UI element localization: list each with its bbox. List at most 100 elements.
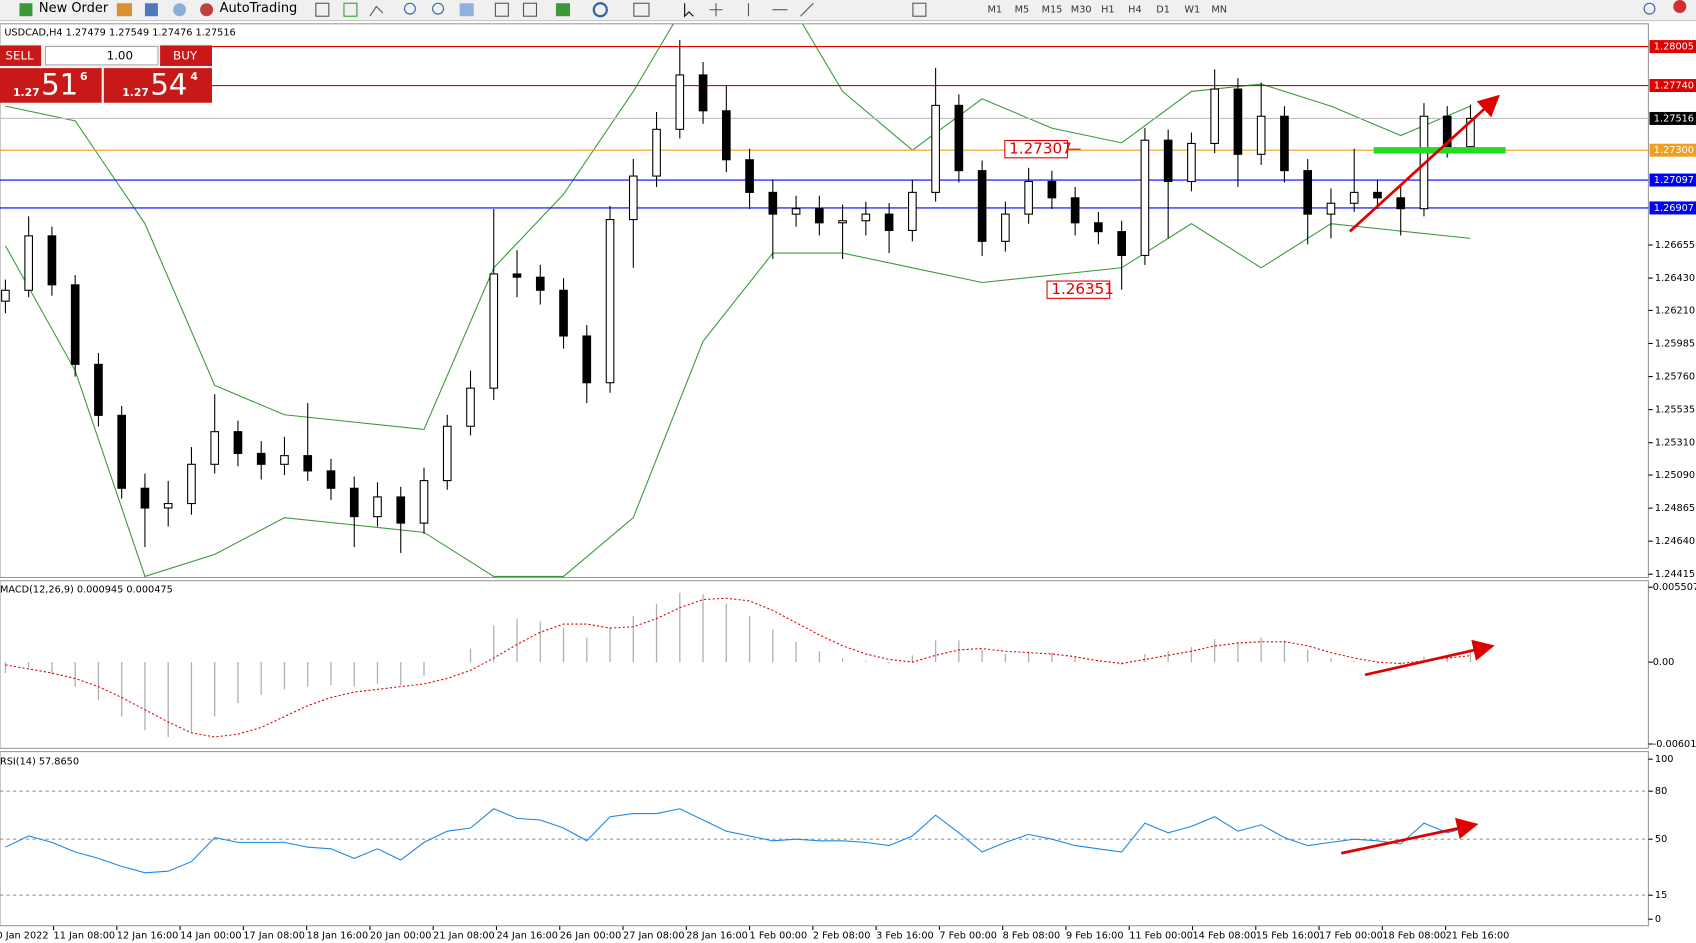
- candle-body: [1187, 142, 1196, 183]
- candle-body: [1024, 180, 1033, 215]
- icon[interactable]: [684, 3, 694, 18]
- candle-body: [419, 480, 429, 524]
- candle-body: [884, 213, 894, 231]
- price-level-label: 1.28005: [1654, 42, 1694, 53]
- icon[interactable]: [555, 3, 571, 17]
- candle-body: [70, 284, 80, 365]
- timeframe-button[interactable]: D1: [1156, 5, 1170, 16]
- y-tick-label: 1.26430: [1655, 273, 1695, 284]
- price-level-label: 1.27300: [1654, 145, 1694, 156]
- search-icon[interactable]: [1643, 2, 1656, 15]
- icon: [200, 3, 214, 17]
- candle-body: [908, 191, 917, 231]
- ask-box[interactable]: [103, 68, 212, 103]
- candle-body: [931, 104, 940, 193]
- x-tick-label: 21 Jan 08:00: [433, 930, 495, 941]
- candle-body: [628, 175, 638, 221]
- icon[interactable]: [522, 2, 538, 17]
- x-tick-label: 14 Feb 08:00: [1193, 930, 1257, 941]
- icon[interactable]: [494, 2, 509, 17]
- candle-body: [535, 276, 545, 291]
- candle-body: [396, 496, 406, 524]
- auto-trading-button[interactable]: AutoTrading: [200, 1, 298, 17]
- y-tick-label: 1.26655: [1655, 240, 1695, 251]
- candle-body: [140, 487, 150, 509]
- timeframe-button[interactable]: W1: [1184, 5, 1200, 16]
- candle-body: [1047, 180, 1057, 199]
- icon[interactable]: [592, 2, 608, 18]
- price-annotation-box: [1046, 280, 1111, 299]
- icon[interactable]: [343, 2, 358, 17]
- chart-panel: [0, 23, 1649, 579]
- button-label: AutoTrading: [220, 1, 298, 16]
- candle-body: [256, 452, 266, 465]
- price-level-label: 1.26907: [1654, 203, 1694, 214]
- buy-button[interactable]: [160, 45, 212, 66]
- icon[interactable]: [144, 3, 158, 17]
- sell-label: SELL: [5, 49, 34, 63]
- icon[interactable]: [459, 3, 474, 17]
- y-tick-label: 0.00: [1653, 657, 1675, 668]
- timeframe-button[interactable]: M5: [1015, 5, 1030, 16]
- y-tick-label: 1.25310: [1655, 438, 1695, 449]
- bid-box[interactable]: [0, 68, 102, 103]
- notification-badge[interactable]: [1673, 0, 1687, 13]
- icon[interactable]: [116, 3, 132, 17]
- candle-body: [605, 219, 615, 384]
- candle-body: [1094, 222, 1103, 233]
- timeframe-button[interactable]: H4: [1128, 5, 1142, 16]
- price-level-tag: [1649, 111, 1696, 125]
- x-tick-label: 18 Feb 08:00: [1382, 930, 1446, 941]
- plot-area: [4, 592, 1472, 738]
- price-level-tag: [1649, 79, 1696, 93]
- icon[interactable]: [800, 2, 814, 17]
- lot-input[interactable]: [44, 45, 159, 66]
- x-tick-label: 10 Jan 2022: [0, 930, 49, 941]
- x-tick-label: 27 Jan 08:00: [623, 930, 685, 941]
- x-tick-label: 12 Jan 16:00: [117, 930, 179, 941]
- sell-button[interactable]: [0, 45, 42, 66]
- x-tick-label: 7 Feb 00:00: [939, 930, 997, 941]
- rsi-line: [5, 808, 1471, 874]
- icon[interactable]: [403, 2, 416, 15]
- x-tick-label: 24 Jan 16:00: [496, 930, 558, 941]
- icon[interactable]: [633, 2, 650, 17]
- timeframe-button[interactable]: M1: [988, 5, 1003, 16]
- candle-body: [652, 128, 661, 177]
- candle-body: [675, 74, 685, 130]
- icon[interactable]: [173, 3, 187, 17]
- x-tick-label: 2 Feb 08:00: [813, 930, 871, 941]
- candle-body: [233, 431, 243, 454]
- icon: [19, 3, 33, 17]
- x-tick-label: 3 Feb 16:00: [876, 930, 934, 941]
- icon[interactable]: [709, 3, 723, 17]
- indicator-panel: [0, 580, 1649, 749]
- price-level-tag: [1649, 173, 1696, 187]
- candle-body: [977, 170, 987, 242]
- new-order-button[interactable]: New Order: [19, 1, 109, 17]
- timeframe-button[interactable]: M30: [1071, 5, 1092, 16]
- timeframe-button[interactable]: MN: [1211, 5, 1227, 16]
- indicator-title: MACD(12,26,9) 0.000945 0.000475: [0, 584, 173, 595]
- icon[interactable]: [912, 2, 927, 17]
- y-tick-label: 1.25535: [1655, 405, 1695, 416]
- price-annotation: 1.27307: [1009, 140, 1072, 158]
- price-level-tag: [1649, 40, 1696, 54]
- trend-arrow: [1340, 817, 1479, 855]
- y-tick-label: 100: [1655, 754, 1674, 765]
- y-tick-label: 1.24865: [1655, 503, 1695, 514]
- timeframe-button[interactable]: H1: [1101, 5, 1115, 16]
- button-label: New Order: [39, 1, 109, 16]
- timeframe-button[interactable]: M15: [1042, 5, 1063, 16]
- bid-prefix: 1.27: [13, 86, 40, 99]
- candle-body: [745, 159, 754, 193]
- candle-body: [1326, 202, 1336, 215]
- icon[interactable]: [315, 2, 330, 17]
- y-tick-label: 1.24640: [1655, 536, 1695, 547]
- candle-body: [1466, 117, 1475, 148]
- price-level-label: 1.27740: [1654, 81, 1694, 92]
- chart-title: USDCAD,H4 1.27479 1.27549 1.27476 1.2751…: [4, 27, 235, 38]
- icon[interactable]: [432, 2, 445, 15]
- icon[interactable]: [369, 5, 384, 17]
